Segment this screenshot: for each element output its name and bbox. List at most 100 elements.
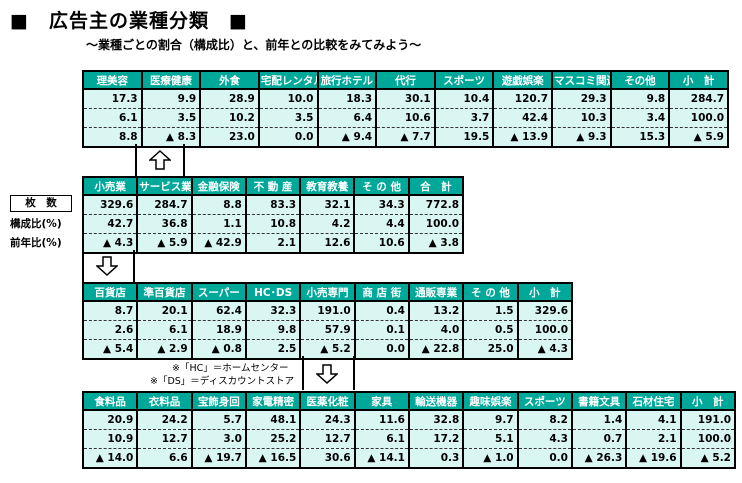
table-cell: 0.7 — [570, 429, 628, 449]
table-cell: 20.9 — [81, 410, 139, 430]
table-cell: 100.0 — [516, 320, 574, 340]
table-cell: 2.1 — [244, 233, 302, 254]
table-cell: 6.1 — [353, 429, 410, 449]
table-cell: 34.3 — [353, 195, 410, 215]
table-cell: 20.1 — [136, 301, 193, 321]
table-cell: 6.4 — [316, 108, 378, 128]
page-subtitle: ～業種ごとの割合（構成比）と、前年との比較をみてみよう～ — [86, 38, 422, 52]
table-cell: ▲ 5.2 — [299, 339, 356, 360]
column-header: 宝飾身回 — [190, 391, 247, 411]
table-cell: 36.8 — [136, 214, 193, 234]
table-cell: 57.9 — [299, 320, 356, 340]
note-hc: ※「HC」＝ホームセンター — [172, 363, 289, 374]
column-header: 小 計 — [668, 70, 729, 90]
column-header: 小 計 — [516, 282, 574, 302]
table-cell: ▲ 8.3 — [140, 127, 202, 148]
up-arrow-icon — [149, 150, 171, 170]
table-cell: 4.4 — [353, 214, 410, 234]
page-title: ■ 広告主の業種分類 ■ — [10, 10, 248, 32]
row-label-yoy: 前年比(%) — [10, 237, 62, 249]
table-cell: 9.8 — [244, 320, 302, 340]
table-cell: 8.7 — [81, 301, 139, 321]
table-cell: 10.8 — [244, 214, 302, 234]
table-cell: 10.4 — [433, 89, 495, 109]
table-cell: 30.6 — [299, 448, 356, 469]
table-cell: 5.1 — [462, 429, 519, 449]
table-cell: 4.2 — [299, 214, 356, 234]
table-cell: 6.1 — [136, 320, 193, 340]
column-header: 不 動 産 — [244, 176, 302, 196]
connector-line — [353, 356, 355, 390]
table-cell: 100.0 — [679, 429, 737, 449]
table-cell: 6.6 — [136, 448, 193, 469]
column-header: サービス業 — [136, 176, 193, 196]
table-cell: 9.9 — [140, 89, 202, 109]
table-cell: 120.7 — [492, 89, 553, 109]
table-cell: 3.4 — [609, 108, 671, 128]
connector-line — [302, 356, 304, 390]
column-header: 家具 — [353, 391, 410, 411]
table-cell: 4.1 — [625, 410, 682, 430]
table-cell: 0.1 — [353, 320, 410, 340]
table-cell: 329.6 — [516, 301, 574, 321]
table-cell: 5.7 — [190, 410, 247, 430]
table-cell: 3.7 — [433, 108, 495, 128]
table-row: 8.7 20.1 62.4 32.3 191.0 0.4 13.2 1.5 329.6 — [81, 301, 574, 321]
table-cell: 10.0 — [257, 89, 319, 109]
table-row: 6.1 3.5 10.2 3.5 6.4 10.6 3.7 42.4 10.3 3.4 100.0 — [82, 108, 729, 128]
column-header: 準百貨店 — [136, 282, 193, 302]
retail-breakdown-table: 百貨店 準百貨店 スーパー HC･DS 小売専門商 店 街通販専業そ の 他小 計 8.7… — [81, 282, 574, 360]
table-cell: ▲ 3.8 — [407, 233, 465, 254]
table-cell: 2.6 — [81, 320, 139, 340]
table-cell: ▲ 19.6 — [625, 448, 682, 469]
table-cell: 1.5 — [462, 301, 519, 321]
column-header: スポーツ — [516, 391, 573, 411]
column-header: 旅行ホテル — [316, 70, 378, 90]
table-cell: 10.2 — [199, 108, 260, 128]
note-ds: ※「DS」＝ディスカウントストア — [150, 376, 295, 387]
table-cell: 25.0 — [462, 339, 519, 360]
table-cell: 10.3 — [551, 108, 612, 128]
table-cell: 191.0 — [679, 410, 737, 430]
table-cell: ▲ 42.9 — [190, 233, 247, 254]
table-cell: 100.0 — [668, 108, 729, 128]
table-cell: 23.0 — [199, 127, 260, 148]
table-cell: ▲ 19.7 — [190, 448, 247, 469]
table-cell: 2.1 — [625, 429, 682, 449]
column-header: そ の 他 — [353, 176, 410, 196]
table-cell: ▲ 5.9 — [668, 127, 729, 148]
column-header: 小売業 — [81, 176, 139, 196]
column-header: 医療健康 — [140, 70, 202, 90]
table-cell: ▲ 5.2 — [679, 448, 737, 469]
table-cell: 13.2 — [407, 301, 465, 321]
table-cell: 30.1 — [375, 89, 436, 109]
column-header: 百貨店 — [81, 282, 139, 302]
column-header: 商 店 街 — [353, 282, 410, 302]
table-cell: 1.1 — [190, 214, 247, 234]
table-cell: 17.3 — [82, 89, 143, 109]
table-cell: ▲ 0.8 — [190, 339, 247, 360]
table-cell: 0.0 — [353, 339, 410, 360]
table-cell: 12.7 — [299, 429, 356, 449]
table-cell: ▲ 1.0 — [462, 448, 519, 469]
table-cell: 32.3 — [244, 301, 302, 321]
table-row: 329.6 284.7 8.8 83.3 32.1 34.3 772.8 — [81, 195, 465, 215]
column-header: そ の 他 — [462, 282, 519, 302]
table-cell: ▲ 14.1 — [353, 448, 410, 469]
column-header: HC･DS — [244, 282, 302, 302]
table-cell: ▲ 4.3 — [516, 339, 574, 360]
table-cell: 10.9 — [81, 429, 139, 449]
table-cell: 28.9 — [199, 89, 260, 109]
connector-line — [82, 250, 84, 282]
table-cell: 48.1 — [244, 410, 302, 430]
table-row: 17.3 9.9 28.9 10.0 18.3 30.1 10.4 120.7 29.3 9.8 2… — [82, 89, 729, 109]
table-cell: 0.5 — [462, 320, 519, 340]
table-cell: ▲ 13.9 — [492, 127, 553, 148]
table-row: 42.7 36.8 1.1 10.8 4.2 4.4 100.0 — [81, 214, 465, 234]
table-cell: 6.1 — [82, 108, 143, 128]
summary-table: 小売業 サービス業 金融保険不 動 産教育教養そ の 他合 計 329.6 284.7 8… — [81, 176, 465, 254]
down-arrow-icon — [96, 256, 118, 276]
table-cell: 12.6 — [299, 233, 356, 254]
table-cell: 284.7 — [136, 195, 193, 215]
table-cell: 8.8 — [190, 195, 247, 215]
